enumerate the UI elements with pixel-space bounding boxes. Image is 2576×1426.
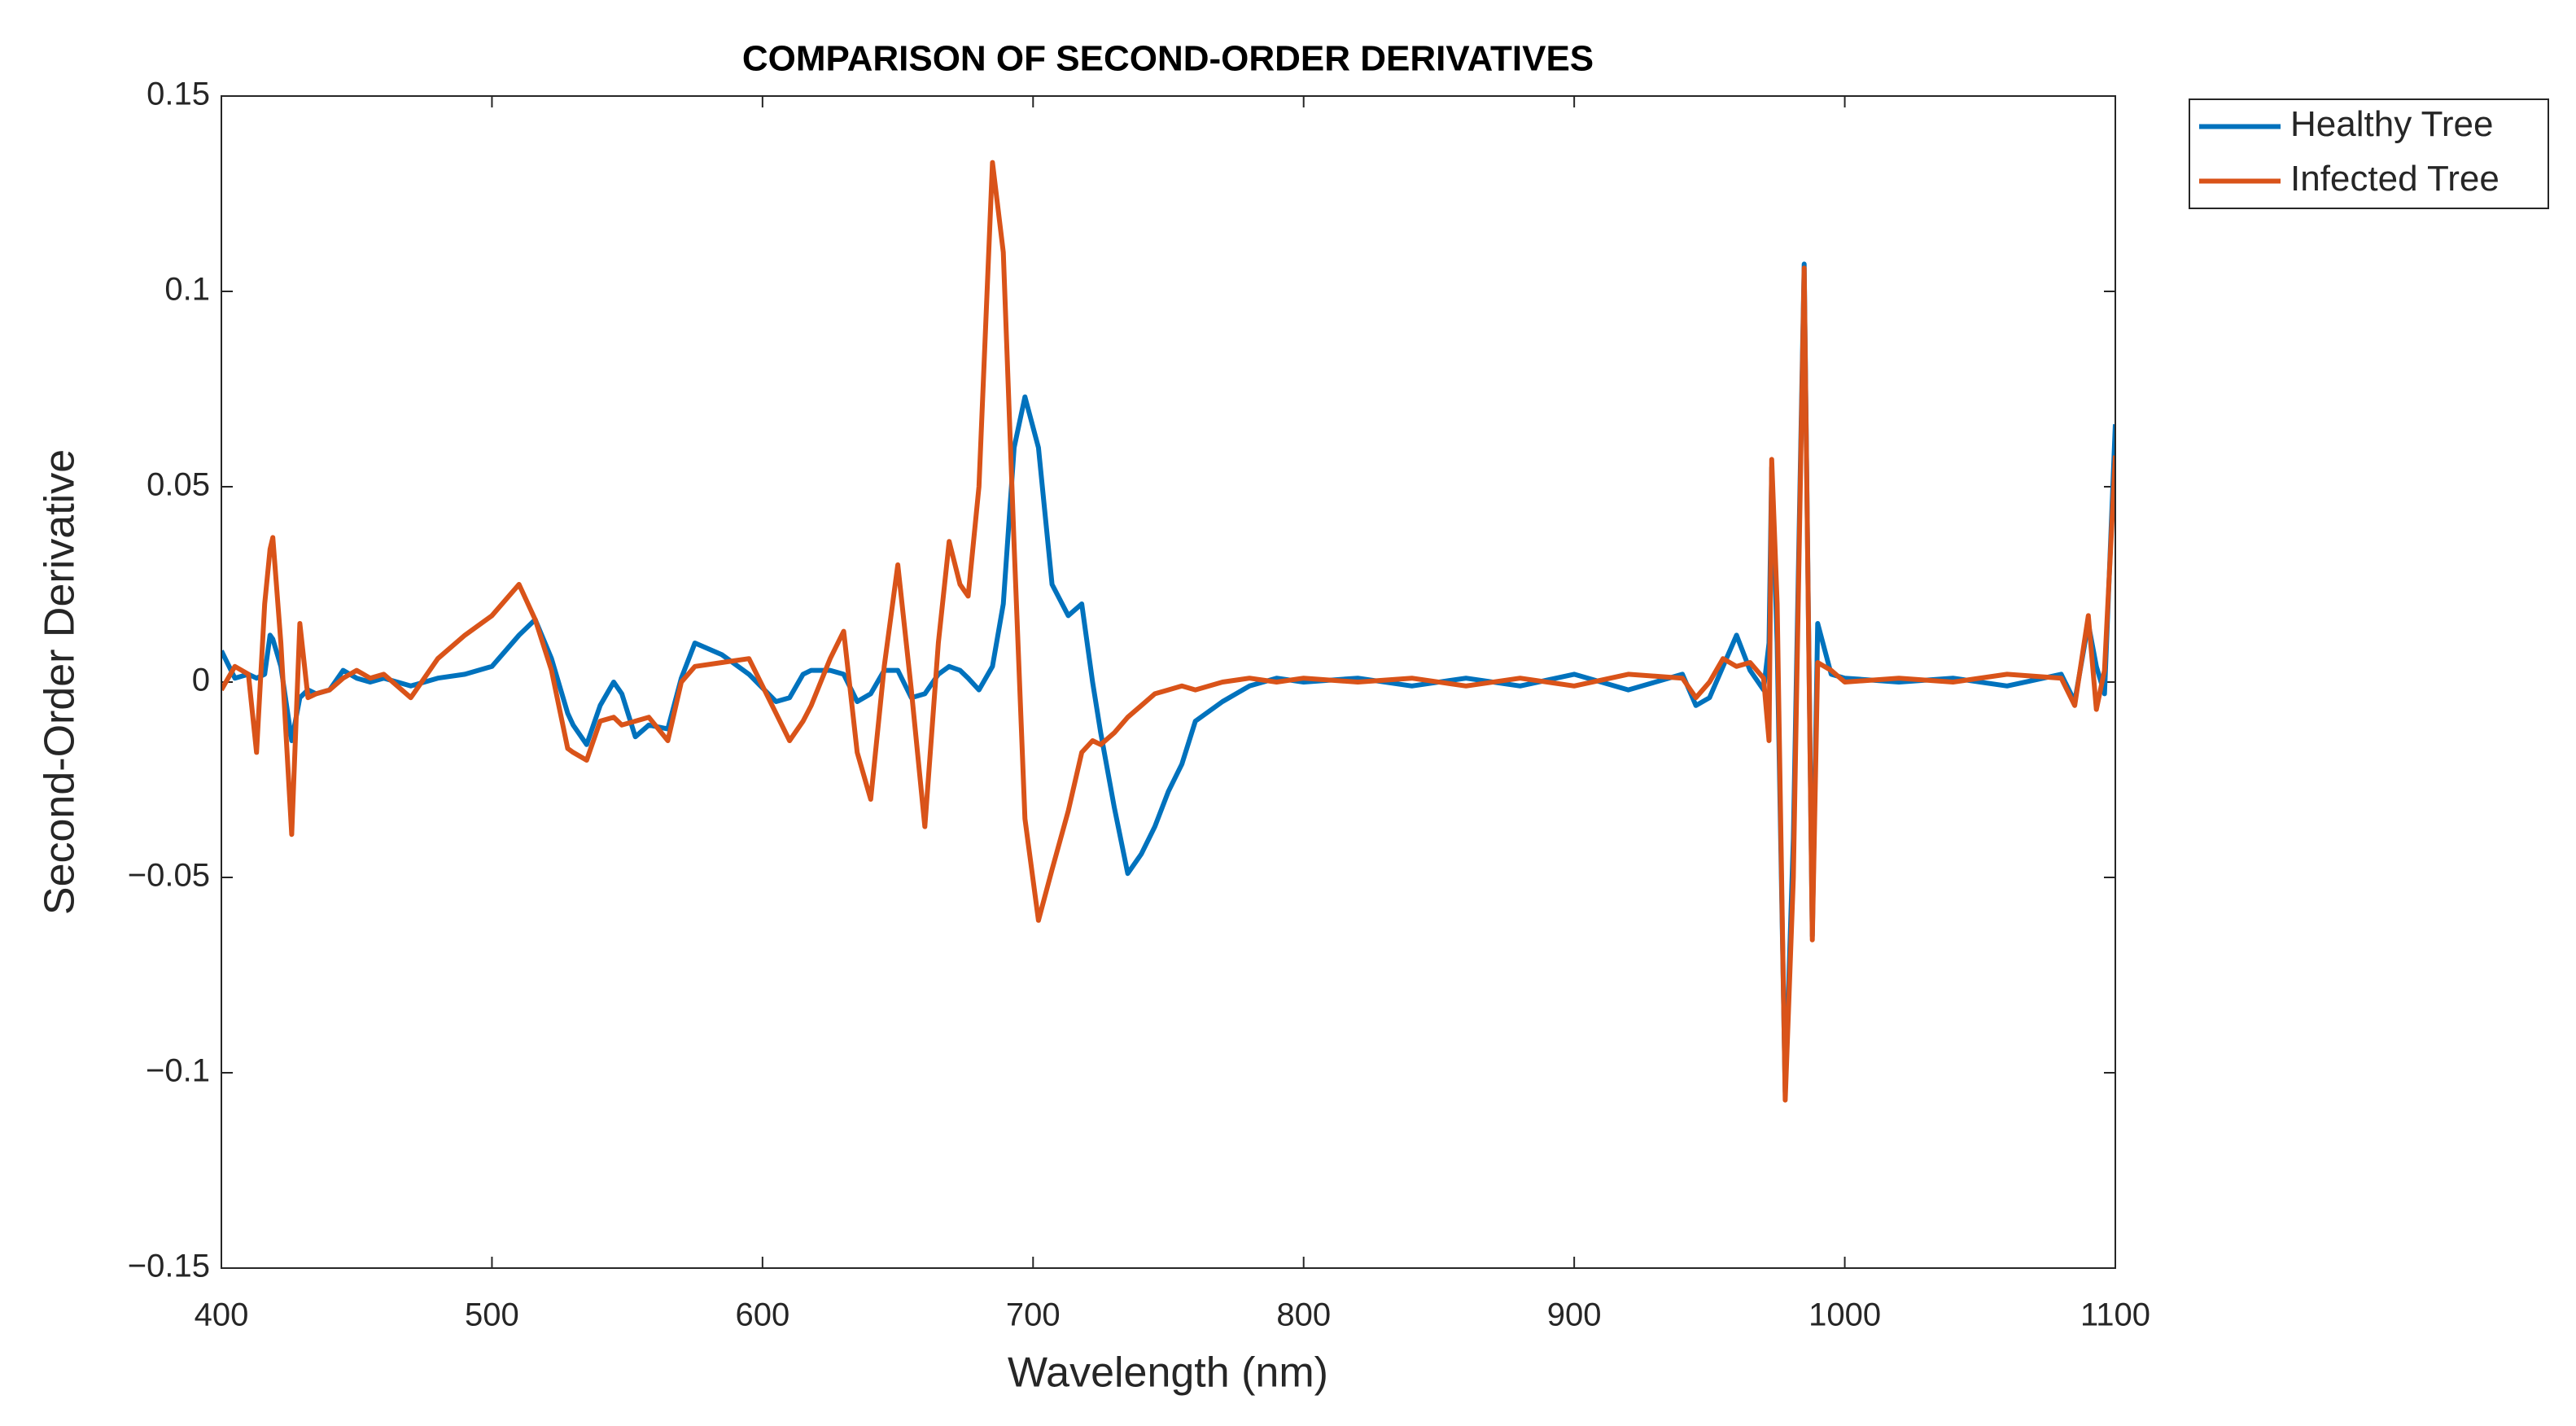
x-axis-label: Wavelength (nm) <box>1008 1349 1328 1397</box>
legend-box <box>2189 98 2549 209</box>
x-tick-label: 700 <box>1006 1297 1061 1333</box>
x-tick-label: 800 <box>1276 1297 1331 1333</box>
x-tick-label: 600 <box>735 1297 789 1333</box>
x-tick-label: 400 <box>195 1297 249 1333</box>
chart-title: COMPARISON OF SECOND-ORDER DERIVATIVES <box>742 39 1594 79</box>
y-tick-label: 0 <box>192 663 210 698</box>
y-tick-label: −0.15 <box>128 1249 210 1284</box>
y-tick-label: −0.05 <box>128 858 210 894</box>
x-tick-label: 500 <box>465 1297 519 1333</box>
y-axis-label: Second-Order Derivative <box>37 449 84 915</box>
y-tick-label: −0.1 <box>146 1053 210 1089</box>
plot-frame <box>221 95 2116 1269</box>
x-tick-label: 1100 <box>2080 1297 2150 1333</box>
x-tick-label: 1000 <box>1808 1297 1881 1333</box>
x-tick-label: 900 <box>1547 1297 1602 1333</box>
y-tick-label: 0.05 <box>147 467 210 503</box>
legend-label: Infected Tree <box>2290 159 2499 199</box>
series-line <box>221 160 2115 1103</box>
y-tick-label: 0.15 <box>147 77 210 112</box>
y-tick-label: 0.1 <box>164 272 210 308</box>
legend-label: Healthy Tree <box>2290 104 2493 144</box>
